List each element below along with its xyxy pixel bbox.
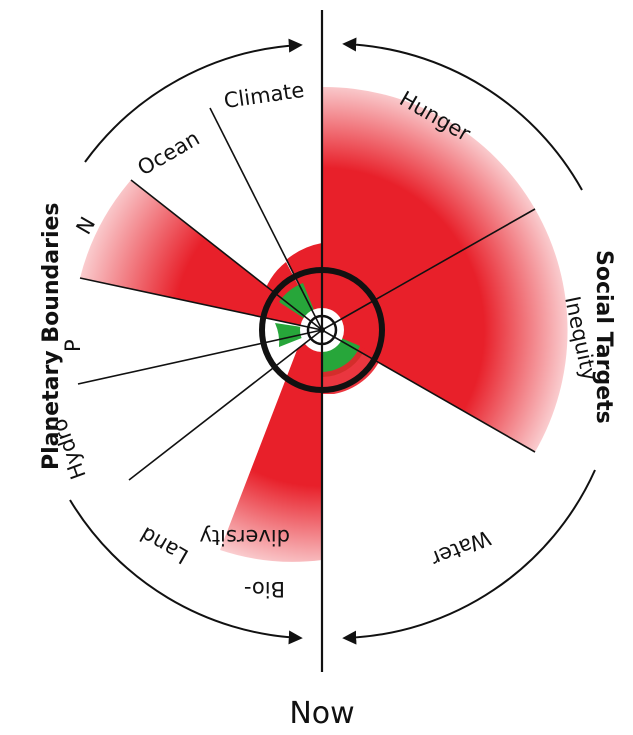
divider-lines bbox=[77, 107, 536, 481]
n-overshoot-wedge bbox=[80, 180, 322, 330]
arrow-top-right bbox=[342, 37, 583, 191]
arrow-bottom-right bbox=[342, 469, 596, 645]
label-biodiversity-1: diversity bbox=[199, 525, 290, 549]
label-planetary-boundaries: Planetary Boundaries bbox=[39, 202, 64, 470]
arrow-bottom-left bbox=[69, 499, 303, 645]
label-ocean: Ocean bbox=[134, 126, 204, 180]
inequity-overshoot-wedge bbox=[322, 209, 568, 452]
boundary-ring bbox=[259, 267, 385, 393]
label-social-targets: Social Targets bbox=[591, 250, 616, 424]
label-now: Now bbox=[289, 696, 354, 731]
label-p: P bbox=[61, 339, 85, 352]
hunger-overshoot-wedge bbox=[322, 86, 535, 330]
label-biodiversity-2: Bio- bbox=[244, 577, 285, 601]
biodiversity-overshoot-wedge bbox=[220, 330, 322, 562]
arrow-top-left bbox=[84, 38, 303, 163]
label-land: Land bbox=[136, 522, 192, 568]
label-water: Water bbox=[427, 525, 494, 571]
label-climate: Climate bbox=[222, 78, 305, 113]
